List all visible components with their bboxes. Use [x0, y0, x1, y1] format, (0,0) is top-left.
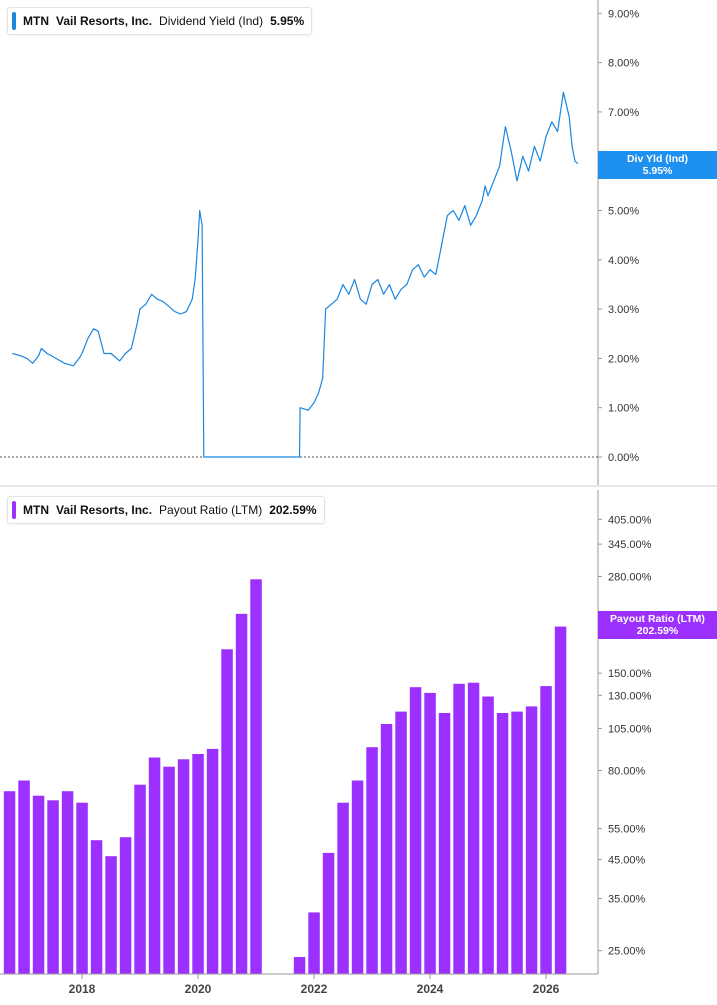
- y-tick-label: 55.00%: [608, 824, 646, 836]
- top-y-axis: 9.00%8.00%7.00%6.00%5.00%4.00%3.00%2.00%…: [0, 0, 717, 487]
- y-tick-label: 3.00%: [608, 304, 639, 316]
- payout-bar: [105, 856, 117, 974]
- y-tick-label: 2.00%: [608, 353, 639, 365]
- y-tick-label: 7.00%: [608, 107, 639, 119]
- top-legend-swatch: [12, 12, 16, 30]
- y-tick-label: 4.00%: [608, 255, 639, 267]
- payout-bar: [308, 912, 320, 974]
- payout-bar: [235, 613, 248, 974]
- payout-ratio-tag-value: 202.59%: [636, 625, 679, 637]
- bottom-legend[interactable]: MTN Vail Resorts, Inc. Payout Ratio (LTM…: [7, 496, 325, 524]
- payout-bar: [293, 957, 306, 974]
- payout-ratio-tag-label: Payout Ratio (LTM): [610, 613, 705, 625]
- y-tick-label: 80.00%: [608, 765, 646, 777]
- x-axis: 2018 2020 2022 2024 2026: [0, 973, 598, 996]
- payout-bar: [322, 852, 335, 974]
- payout-bar: [337, 802, 349, 974]
- payout-bar: [18, 780, 30, 974]
- payout-bar: [525, 706, 538, 974]
- payout-ratio-current-tag: Payout Ratio (LTM) 202.59%: [598, 611, 717, 639]
- y-tick-label: 130.00%: [608, 690, 652, 702]
- payout-bar: [453, 683, 465, 974]
- payout-bar: [76, 802, 88, 974]
- top-legend[interactable]: MTN Vail Resorts, Inc. Dividend Yield (I…: [7, 7, 313, 35]
- payout-bar: [380, 724, 393, 974]
- payout-bar: [148, 757, 161, 974]
- bottom-y-axis: 405.00% 345.00% 280.00% 150.00% 130.00% 105.0…: [597, 490, 652, 974]
- payout-ratio-plot: [3, 579, 567, 974]
- payout-bar: [482, 696, 494, 974]
- top-legend-metric: Dividend Yield (Ind): [159, 14, 264, 28]
- bottom-legend-ticker: MTN: [23, 503, 49, 517]
- y-tick-label: 5.00%: [608, 206, 639, 218]
- payout-bar: [424, 692, 436, 974]
- payout-bar: [250, 579, 262, 974]
- payout-bar: [119, 837, 132, 974]
- payout-bar: [496, 713, 509, 974]
- y-tick-label: 25.00%: [608, 946, 646, 958]
- y-tick-label: 9.00%: [608, 8, 639, 20]
- dividend-yield-tag-value: 5.95%: [642, 165, 673, 177]
- y-tick-label: 280.00%: [608, 571, 652, 583]
- payout-bar: [134, 784, 146, 974]
- bottom-legend-swatch: [12, 501, 16, 519]
- bottom-legend-metric: Payout Ratio (LTM): [159, 503, 263, 517]
- payout-bar: [395, 711, 407, 974]
- dividend-yield-line: [12, 91, 579, 458]
- payout-bar: [221, 649, 233, 974]
- bottom-legend-value: 202.59%: [269, 503, 317, 517]
- y-tick-label: 8.00%: [608, 58, 639, 70]
- payout-bar: [61, 791, 74, 974]
- y-tick-label: 0.00%: [608, 452, 639, 464]
- y-tick-label: 45.00%: [608, 855, 646, 867]
- x-tick-label: 2018: [69, 982, 96, 996]
- payout-bar: [163, 766, 175, 974]
- dividend-yield-tag-label: Div Yld (Ind): [626, 153, 689, 165]
- y-tick-label: 35.00%: [608, 894, 646, 906]
- dividend-yield-plot: [12, 91, 579, 458]
- y-tick-label: 405.00%: [608, 514, 652, 526]
- payout-bar: [540, 686, 552, 974]
- payout-bar: [3, 791, 16, 974]
- payout-bar: [467, 682, 480, 974]
- payout-bar: [90, 840, 103, 974]
- payout-bar: [47, 800, 59, 974]
- x-tick-label: 2020: [185, 982, 212, 996]
- payout-bar: [366, 747, 378, 974]
- y-tick-label: 1.00%: [608, 403, 639, 415]
- y-tick-label: 105.00%: [608, 723, 652, 735]
- payout-bar: [511, 711, 523, 974]
- payout-bar: [32, 795, 45, 974]
- x-tick-label: 2026: [533, 982, 560, 996]
- top-legend-company: Vail Resorts, Inc.: [56, 14, 153, 28]
- bottom-legend-company: Vail Resorts, Inc.: [56, 503, 153, 517]
- y-tick-label: 345.00%: [608, 539, 652, 551]
- payout-bar: [206, 748, 219, 974]
- payout-bar: [438, 713, 451, 974]
- payout-bar: [351, 780, 364, 974]
- dividend-yield-current-tag: Div Yld (Ind) 5.95%: [598, 151, 717, 179]
- y-tick-label: 150.00%: [608, 668, 652, 680]
- payout-bar: [409, 687, 422, 974]
- top-legend-value: 5.95%: [270, 14, 305, 28]
- payout-bar: [192, 754, 204, 974]
- x-tick-label: 2024: [417, 982, 444, 996]
- payout-bar: [177, 759, 190, 974]
- top-legend-ticker: MTN: [23, 14, 49, 28]
- x-tick-label: 2022: [301, 982, 328, 996]
- payout-bar: [554, 626, 567, 974]
